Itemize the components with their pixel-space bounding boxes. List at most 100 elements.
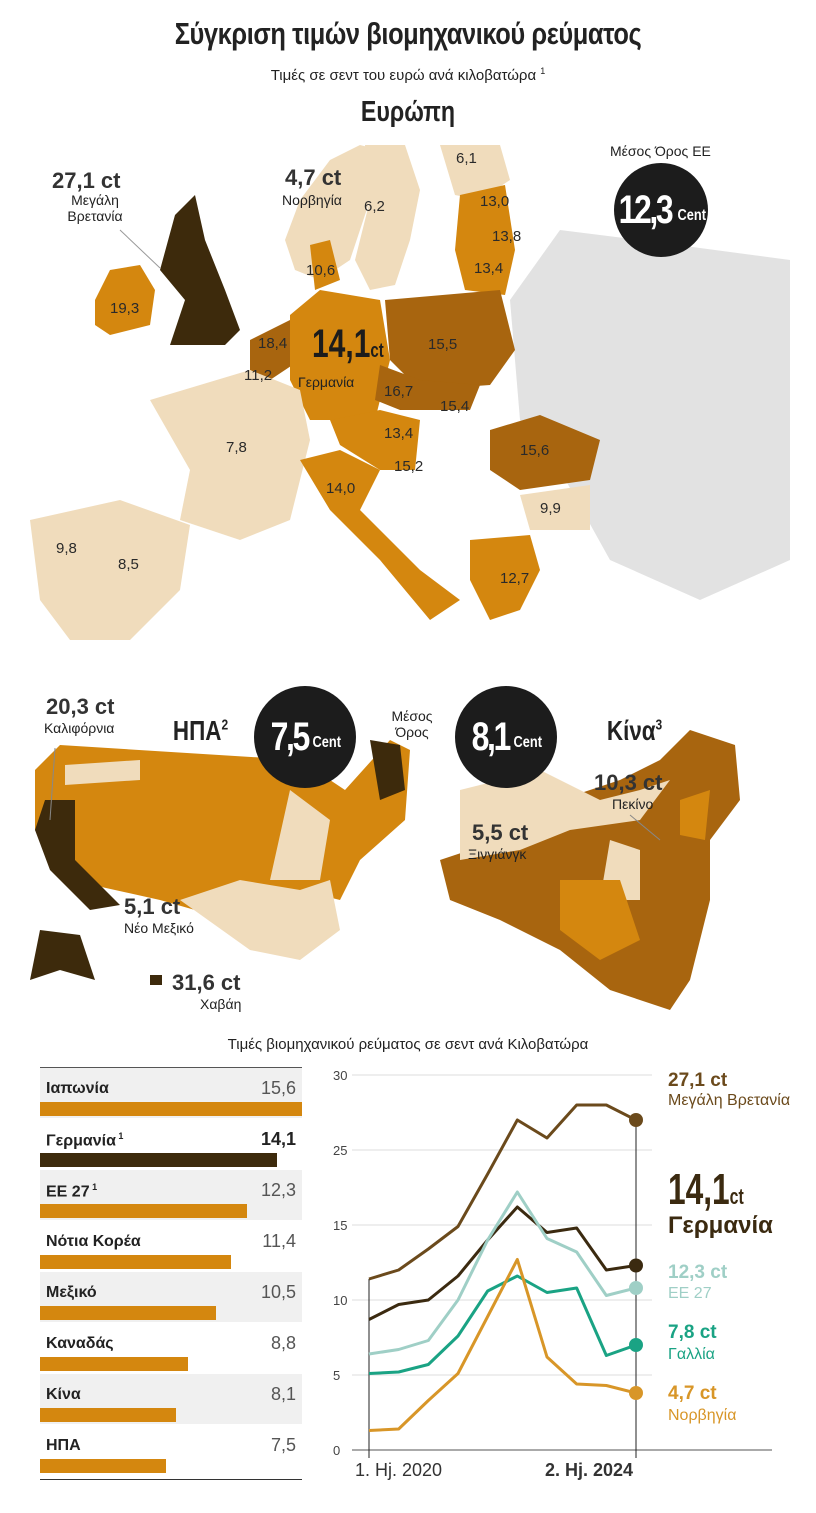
y-tick-label: 25 <box>333 1143 347 1158</box>
value-denmark: 10,6 <box>306 262 336 279</box>
map-region-france <box>150 370 310 540</box>
y-tick-label: 30 <box>333 1068 347 1083</box>
bar <box>40 1459 166 1473</box>
beijing-value: 10,3 ct <box>594 770 663 795</box>
value-slovakia: 15,4 <box>440 398 470 415</box>
subtitle: Τιμές σε σεντ του ευρώ ανά κιλοβατώρα 1 <box>0 66 816 84</box>
usa-heading-text: ΗΠΑ <box>172 715 222 746</box>
newmexico-name: Νέο Μεξικό <box>124 920 194 936</box>
bar-row: Κίνα 8,1 <box>40 1374 302 1424</box>
x-label-start: 1. Hj. 2020 <box>355 1460 443 1480</box>
uk-value: 27,1 ct <box>52 168 121 193</box>
callout-line <box>119 229 161 269</box>
map-region-norway <box>285 145 380 280</box>
bar-value-label: 14,1 <box>260 1129 296 1149</box>
value-finland: 6,1 <box>456 150 477 167</box>
value-czechia: 16,7 <box>384 383 414 400</box>
end-name-france: Γαλλία <box>668 1346 715 1363</box>
bar <box>40 1255 232 1269</box>
california-value: 20,3 ct <box>46 694 115 719</box>
bar <box>40 1408 177 1422</box>
uk-name: Μεγάλη Βρετανία <box>50 192 140 224</box>
bar <box>40 1153 277 1167</box>
series-line <box>368 1103 637 1281</box>
bar-value-label: 10,5 <box>260 1282 296 1302</box>
hawaii-name: Χαβάη <box>200 996 242 1012</box>
california-name: Καλιφόρνια <box>44 720 115 736</box>
newmexico-value: 5,1 ct <box>124 894 181 919</box>
hawaii-value: 31,6 ct <box>172 970 241 995</box>
value-france: 7,8 <box>226 439 247 456</box>
bar-row: ΕΕ 27 1 12,3 <box>40 1170 302 1220</box>
bar-category-label: Μεξικό <box>46 1284 97 1301</box>
map-region-finland <box>440 145 510 200</box>
end-label-germany-unit: ct <box>729 1184 744 1209</box>
bar-category-label: Γερμανία 1 <box>46 1131 124 1150</box>
usa-average-value: 7,5 <box>270 714 311 759</box>
page-title: Σύγκριση τιμών βιομηχανικού ρεύματος <box>174 16 642 51</box>
bar-category-label: ΕΕ 27 1 <box>46 1182 98 1201</box>
bar-row: Μεξικό 10,5 <box>40 1272 302 1322</box>
subtitle-text: Τιμές σε σεντ του ευρώ ανά κιλοβατώρα <box>270 67 537 84</box>
eu-average-unit: Cent <box>677 207 707 224</box>
germany-value-number: 14,1 <box>312 322 371 366</box>
map-region-austria-slovenia <box>330 410 420 470</box>
value-greece: 12,7 <box>500 570 530 587</box>
value-belgium: 11,2 <box>244 367 273 384</box>
end-name-germany: Γερμανία <box>668 1212 773 1239</box>
average-label-line1: Μέσος <box>391 708 433 724</box>
value-bulgaria: 9,9 <box>540 500 561 517</box>
bar-row: Γερμανία 1 14,1 <box>40 1119 302 1169</box>
map-region-bulgaria <box>520 485 590 530</box>
map-region-germany <box>290 290 390 420</box>
value-ireland: 19,3 <box>110 300 140 317</box>
y-tick-label: 10 <box>333 1293 347 1308</box>
bar-chart-title: Τιμές βιομηχανικού ρεύματος σε σεντ ανά … <box>227 1036 589 1053</box>
bar-value-label: 12,3 <box>260 1180 296 1200</box>
bar <box>40 1357 188 1371</box>
map-region-poland <box>385 290 515 390</box>
bar-category-label: Ιαπωνία <box>46 1080 109 1097</box>
usa-heading: ΗΠΑ2 <box>173 715 228 747</box>
bar-value-label: 15,6 <box>260 1078 296 1098</box>
bar-category-label: Καναδάς <box>46 1335 114 1352</box>
map-region-baltics <box>455 185 515 295</box>
bar-category-label: Κίνα <box>46 1386 81 1403</box>
value-netherlands: 18,4 <box>258 335 288 352</box>
eu-average-label: Μέσος Όρος ΕΕ <box>610 143 711 159</box>
x-label-end: 2. Hj. 2024 <box>545 1460 634 1480</box>
map-region-denmark <box>310 240 340 290</box>
bar-bottom-rule <box>40 1479 302 1480</box>
value-poland: 15,5 <box>428 336 458 353</box>
series-end-point <box>629 1281 643 1295</box>
bar-value-label: 11,4 <box>262 1231 296 1251</box>
y-tick-label: 0 <box>333 1443 340 1458</box>
series-line <box>368 1258 637 1432</box>
bar-value-label: 7,5 <box>270 1435 296 1455</box>
end-label-norway: 4,7 ct <box>668 1383 717 1404</box>
china-average-unit: Cent <box>513 734 542 751</box>
end-name-uk: Μεγάλη Βρετανία <box>668 1092 791 1109</box>
eu-average-value: 12,3 <box>618 187 674 232</box>
bar <box>40 1102 302 1116</box>
non-eu-region <box>510 230 790 600</box>
uk-name-line2: Βρετανία <box>67 208 123 224</box>
map-region-italy <box>300 450 460 620</box>
average-label: Μέσος Όρος <box>384 708 440 740</box>
map-region-uk <box>160 195 240 345</box>
map-region-sweden <box>355 145 420 290</box>
footnote-mark: 1 <box>89 1182 98 1192</box>
bar-category-label: ΗΠΑ <box>46 1437 81 1454</box>
map-region-ireland <box>95 265 155 335</box>
usa-footnote: 2 <box>221 716 229 734</box>
bar-value-label: 8,8 <box>270 1333 296 1353</box>
germany-value-unit: ct <box>370 340 384 362</box>
uk-name-line1: Μεγάλη <box>71 192 119 208</box>
norway-name: Νορβηγία <box>282 192 342 208</box>
end-label-france: 7,8 ct <box>668 1322 717 1343</box>
bar-row: Νότια Κορέα 11,4 <box>40 1221 302 1271</box>
bar-row: ΗΠΑ 7,5 <box>40 1425 302 1475</box>
series-end-point <box>629 1113 643 1127</box>
map-region-greece <box>470 535 540 620</box>
